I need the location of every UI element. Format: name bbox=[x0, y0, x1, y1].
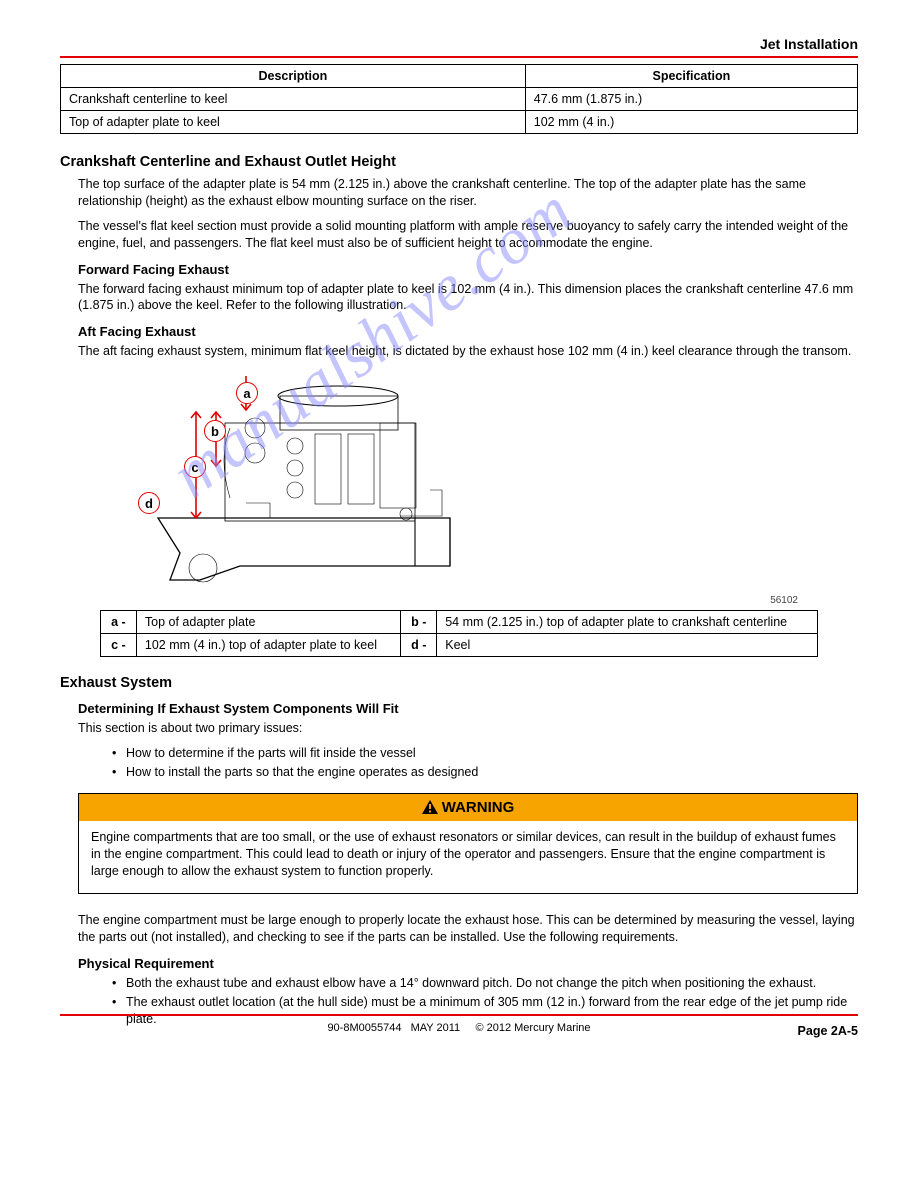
engine-diagram bbox=[100, 368, 460, 591]
figure: a b c d bbox=[100, 368, 460, 591]
callout-table: a -Top of adapter plateb -54 mm (2.125 i… bbox=[100, 610, 818, 657]
section-header: Jet Installation bbox=[60, 36, 858, 52]
callout-d: d bbox=[138, 492, 160, 514]
cc-title: Crankshaft Centerline and Exhaust Outlet… bbox=[60, 154, 858, 170]
spec-desc: Top of adapter plate to keel bbox=[61, 111, 526, 134]
footer-date: MAY 2011 bbox=[411, 1022, 461, 1034]
list-item: How to install the parts so that the eng… bbox=[112, 764, 858, 781]
req-title: Physical Requirement bbox=[78, 956, 858, 971]
spec-desc: Crankshaft centerline to keel bbox=[61, 88, 526, 111]
footer: 90-8M0055744 MAY 2011 © 2012 Mercury Mar… bbox=[60, 1014, 858, 1034]
callout-key: b - bbox=[401, 611, 437, 634]
callout-text: 102 mm (4 in.) top of adapter plate to k… bbox=[136, 634, 400, 657]
cc-p1: The top surface of the adapter plate is … bbox=[78, 176, 858, 210]
callout-key: a - bbox=[100, 611, 136, 634]
exhaust-para: The engine compartment must be large eno… bbox=[78, 912, 858, 946]
callout-text: Keel bbox=[437, 634, 818, 657]
header-rule bbox=[60, 56, 858, 58]
callout-text: 54 mm (2.125 in.) top of adapter plate t… bbox=[437, 611, 818, 634]
warning-body: Engine compartments that are too small, … bbox=[79, 821, 857, 894]
warning-label: WARNING bbox=[442, 799, 515, 816]
footer-docid: 90-8M0055744 bbox=[327, 1022, 401, 1034]
spec-row: Crankshaft centerline to keel47.6 mm (1.… bbox=[61, 88, 858, 111]
footer-copy: © 2012 Mercury Marine bbox=[475, 1022, 590, 1034]
warning-icon bbox=[422, 800, 438, 814]
exhaust-intro: This section is about two primary issues… bbox=[78, 720, 858, 737]
list-item: How to determine if the parts will fit i… bbox=[112, 745, 858, 762]
list-item: Both the exhaust tube and exhaust elbow … bbox=[112, 975, 858, 992]
warning-head: WARNING bbox=[79, 794, 857, 821]
fwd-head: Forward Facing Exhaust bbox=[78, 262, 858, 277]
callout-text: Top of adapter plate bbox=[136, 611, 400, 634]
callout-c: c bbox=[184, 456, 206, 478]
exhaust-sub: Determining If Exhaust System Components… bbox=[78, 701, 858, 716]
footer-pageno: Page 2A-5 bbox=[798, 1024, 858, 1038]
spec-table: Description Specification Crankshaft cen… bbox=[60, 64, 858, 134]
callout-b: b bbox=[204, 420, 226, 442]
figure-caption: 56102 bbox=[60, 595, 798, 606]
spec-header-spec: Specification bbox=[525, 65, 857, 88]
fwd-text: The forward facing exhaust minimum top o… bbox=[78, 281, 858, 315]
callout-a: a bbox=[236, 382, 258, 404]
warning-box: WARNING Engine compartments that are too… bbox=[78, 793, 858, 895]
aft-head: Aft Facing Exhaust bbox=[78, 324, 858, 339]
callout-key: d - bbox=[401, 634, 437, 657]
cc-p2: The vessel's flat keel section must prov… bbox=[78, 218, 858, 252]
spec-header-desc: Description bbox=[61, 65, 526, 88]
spec-value: 47.6 mm (1.875 in.) bbox=[525, 88, 857, 111]
spec-row: Top of adapter plate to keel102 mm (4 in… bbox=[61, 111, 858, 134]
callout-row: c -102 mm (4 in.) top of adapter plate t… bbox=[100, 634, 817, 657]
aft-text: The aft facing exhaust system, minimum f… bbox=[78, 343, 858, 360]
spec-value: 102 mm (4 in.) bbox=[525, 111, 857, 134]
exhaust-title: Exhaust System bbox=[60, 675, 858, 691]
callout-row: a -Top of adapter plateb -54 mm (2.125 i… bbox=[100, 611, 817, 634]
callout-key: c - bbox=[100, 634, 136, 657]
